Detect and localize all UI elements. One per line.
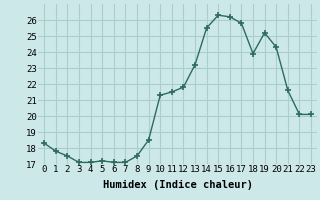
X-axis label: Humidex (Indice chaleur): Humidex (Indice chaleur) [103,180,252,190]
